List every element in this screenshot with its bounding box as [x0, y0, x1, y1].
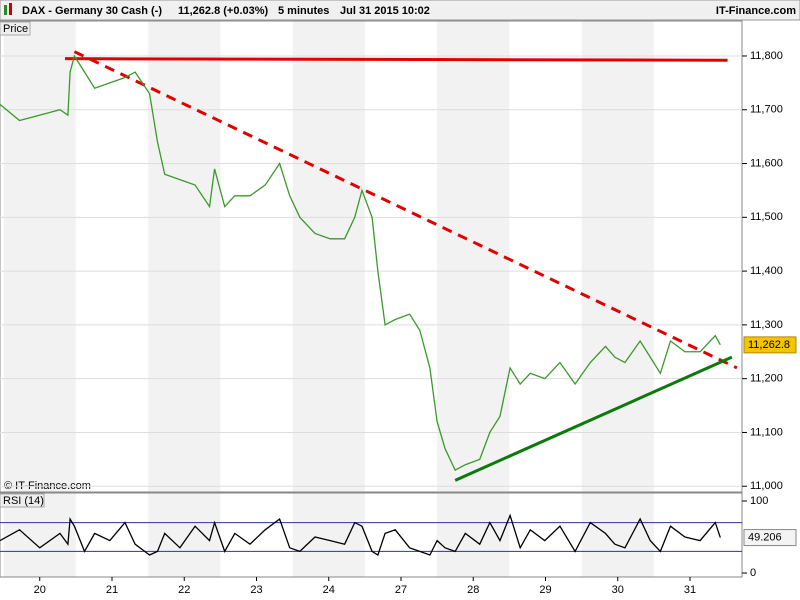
x-tick-label: 27: [395, 584, 407, 596]
y-tick-label: 0: [750, 567, 756, 579]
y-tick-label: 11,200: [750, 373, 783, 385]
day-band: [581, 493, 654, 577]
y-tick-label: 11,500: [750, 211, 783, 223]
pane-label: RSI (14): [3, 495, 44, 507]
brand: IT-Finance.com: [716, 5, 796, 17]
y-tick-label: 11,700: [750, 104, 783, 116]
pane-frame: [0, 20, 743, 493]
header-bar: [0, 0, 800, 21]
last-rsi-label: 49.206: [748, 531, 782, 543]
series-line: [0, 54, 721, 471]
day-band: [437, 493, 510, 577]
y-tick-label: 11,000: [750, 480, 783, 492]
trendline: [454, 355, 733, 482]
day-band: [292, 21, 365, 492]
y-tick-label: 11,800: [750, 50, 783, 62]
day-band: [148, 21, 221, 492]
x-tick-label: 22: [178, 584, 190, 596]
x-tick-label: 21: [106, 584, 118, 596]
y-tick-label: 11,600: [750, 157, 783, 169]
pane-label-box: [0, 21, 31, 36]
x-tick-label: 23: [250, 584, 262, 596]
x-tick-label: 20: [34, 584, 46, 596]
y-tick-label: 11,300: [750, 319, 783, 331]
symbol: DAX - Germany 30 Cash (-): [22, 5, 162, 17]
last-price-label: 11,262.8: [748, 339, 790, 351]
day-band: [581, 21, 654, 492]
trendline: [65, 57, 728, 62]
panes: Price© IT-Finance.com 11,00011,10011,2001…: [0, 20, 797, 596]
y-tick-label: 11,100: [750, 426, 783, 438]
x-tick-label: 31: [684, 584, 696, 596]
x-tick-label: 24: [323, 584, 335, 596]
icon: [9, 3, 12, 15]
timestamp: Jul 31 2015 10:02: [340, 5, 430, 17]
last-price-box: [743, 336, 797, 354]
quote: 11,262.8 (+0.03%): [178, 5, 269, 17]
day-band: [148, 493, 221, 577]
day-band: [437, 21, 510, 492]
pane-label-box: [0, 493, 45, 508]
pane-frame: [0, 492, 743, 578]
x-tick-label: 28: [467, 584, 479, 596]
last-rsi-box: [743, 529, 797, 547]
y-tick-label: 100: [750, 495, 768, 507]
day-band: [3, 21, 76, 492]
series-line: [0, 513, 721, 556]
y-tick-label: 11,400: [750, 265, 783, 277]
icon: [4, 5, 7, 15]
x-tick-label: 29: [539, 584, 551, 596]
pane-label: Price: [3, 23, 28, 35]
trendline: [73, 50, 738, 370]
x-tick-label: 30: [612, 584, 624, 596]
day-band: [292, 493, 365, 577]
interval: 5 minutes: [278, 5, 329, 17]
